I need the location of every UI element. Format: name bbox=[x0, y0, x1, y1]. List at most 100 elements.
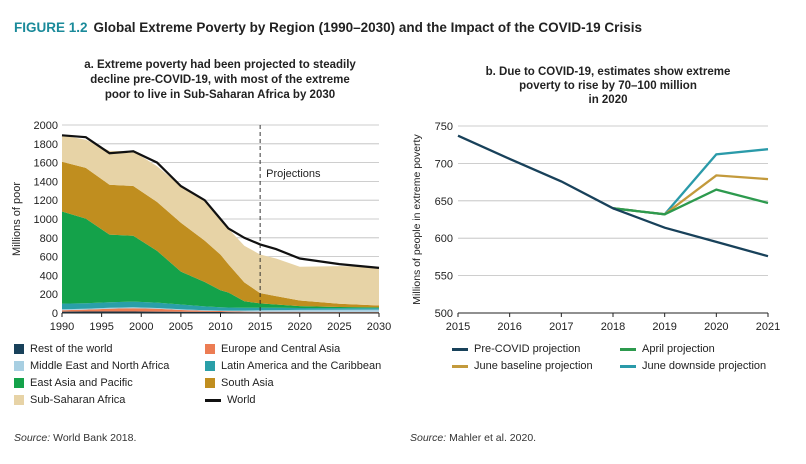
source-text: World Bank 2018. bbox=[53, 432, 137, 444]
source-label: Source: bbox=[14, 432, 51, 444]
legend-item-april: April projection bbox=[620, 343, 715, 355]
legend-item-world: World bbox=[205, 394, 256, 406]
legend-label: East Asia and Pacific bbox=[30, 377, 133, 389]
legend-swatch bbox=[14, 344, 24, 354]
source-text: Mahler et al. 2020. bbox=[449, 432, 537, 444]
legend-swatch bbox=[14, 395, 24, 405]
legend-label: South Asia bbox=[221, 377, 274, 389]
figure-title: FIGURE 1.2 Global Extreme Poverty by Regi… bbox=[14, 20, 642, 35]
legend-label: April projection bbox=[642, 343, 715, 355]
series-line-april bbox=[612, 188, 769, 216]
y-tick-label-a: 1800 bbox=[34, 139, 58, 151]
x-tick-label-a: 2005 bbox=[169, 321, 193, 333]
legend-item-latin_america: Latin America and the Caribbean bbox=[205, 360, 381, 372]
legend-swatch bbox=[205, 378, 215, 388]
series-line-june_downside bbox=[612, 148, 769, 216]
series-line-june_baseline bbox=[612, 174, 769, 216]
y-tick-label-b: 600 bbox=[435, 233, 453, 245]
x-tick-label-a: 2000 bbox=[129, 321, 153, 333]
chart-title-b-line: poverty to rise by 70–100 million bbox=[519, 80, 697, 92]
y-tick-label-a: 1400 bbox=[34, 176, 58, 188]
y-axis-label-b: Millions of people in extreme poverty bbox=[411, 134, 423, 305]
legend-item-sub_saharan_africa: Sub-Saharan Africa bbox=[14, 394, 125, 406]
legend-item-rest_of_world: Rest of the world bbox=[14, 343, 113, 355]
y-tick-label-a: 600 bbox=[40, 252, 58, 264]
y-tick-label-a: 400 bbox=[40, 270, 58, 282]
x-tick-label-a: 1990 bbox=[50, 321, 74, 333]
legend-label: June downside projection bbox=[642, 360, 767, 372]
x-tick-label-b: 2018 bbox=[601, 321, 625, 333]
legend-panel-a: Rest of the world Europe and Central Asia… bbox=[14, 343, 404, 413]
legend-swatch bbox=[205, 361, 215, 371]
y-tick-label-a: 2000 bbox=[34, 120, 58, 132]
y-tick-label-a: 1200 bbox=[34, 195, 58, 207]
legend-item-south_asia: South Asia bbox=[205, 377, 274, 389]
legend-label: June baseline projection bbox=[474, 360, 593, 372]
legend-label: Europe and Central Asia bbox=[221, 343, 341, 355]
legend-line-swatch bbox=[620, 364, 636, 368]
figure-number: FIGURE 1.2 bbox=[14, 20, 88, 35]
legend-swatch bbox=[205, 344, 215, 354]
legend-swatch bbox=[14, 378, 24, 388]
series-line-pre_covid bbox=[457, 134, 769, 258]
figure-title-text: Global Extreme Poverty by Region (1990–2… bbox=[93, 20, 642, 35]
legend-item-east_asia_pacific: East Asia and Pacific bbox=[14, 377, 133, 389]
legend-label: Latin America and the Caribbean bbox=[221, 360, 382, 372]
y-axis-label-a: Millions of poor bbox=[11, 182, 23, 256]
x-tick-label-b: 2017 bbox=[549, 321, 573, 333]
x-tick-label-a: 2020 bbox=[288, 321, 312, 333]
chart-title-b-line: in 2020 bbox=[589, 94, 628, 106]
source-panel-a: Source: World Bank 2018. bbox=[14, 432, 136, 444]
legend-item-europe_central_asia: Europe and Central Asia bbox=[205, 343, 340, 355]
legend-line-swatch bbox=[452, 364, 468, 368]
area-east_asia_pacific bbox=[62, 211, 379, 309]
chart-title-b-line: b. Due to COVID-19, estimates show extre… bbox=[486, 66, 731, 78]
legend-item-pre_covid: Pre-COVID projection bbox=[452, 343, 580, 355]
annotation-projections: Projections bbox=[266, 168, 321, 180]
x-tick-label-a: 2015 bbox=[248, 321, 272, 333]
legend-item-mideast_north_africa: Middle East and North Africa bbox=[14, 360, 169, 372]
legend-panel-b: Pre-COVID projection April projection June… bbox=[452, 343, 802, 383]
legend-item-june_downside: June downside projection bbox=[620, 360, 766, 372]
x-tick-label-a: 2025 bbox=[327, 321, 351, 333]
area-latin_america bbox=[62, 301, 379, 311]
y-tick-label-b: 700 bbox=[435, 158, 453, 170]
y-tick-label-b: 750 bbox=[435, 121, 453, 133]
legend-swatch bbox=[14, 361, 24, 371]
chart-title-a-line: decline pre-COVID-19, with most of the e… bbox=[90, 74, 349, 86]
x-tick-label-b: 2015 bbox=[446, 321, 470, 333]
legend-line-swatch bbox=[452, 347, 468, 351]
legend-label: Sub-Saharan Africa bbox=[30, 394, 126, 406]
source-panel-b: Source: Mahler et al. 2020. bbox=[410, 432, 536, 444]
chart-title-a-line: poor to live in Sub-Saharan Africa by 20… bbox=[105, 89, 335, 101]
x-tick-label-b: 2020 bbox=[704, 321, 728, 333]
x-tick-label-a: 2030 bbox=[367, 321, 391, 333]
y-tick-label-a: 200 bbox=[40, 289, 58, 301]
y-tick-label-a: 1000 bbox=[34, 214, 58, 226]
x-tick-label-b: 2021 bbox=[756, 321, 780, 333]
y-tick-label-b: 650 bbox=[435, 196, 453, 208]
legend-label: World bbox=[227, 394, 256, 406]
series-line-world bbox=[61, 134, 380, 269]
legend-line-swatch bbox=[205, 398, 221, 402]
y-tick-label-b: 550 bbox=[435, 271, 453, 283]
y-tick-label-a: 0 bbox=[52, 308, 58, 320]
x-tick-label-b: 2019 bbox=[652, 321, 676, 333]
area-south_asia bbox=[62, 161, 379, 308]
x-tick-label-a: 2010 bbox=[208, 321, 232, 333]
x-tick-label-a: 1995 bbox=[89, 321, 113, 333]
x-tick-label-b: 2016 bbox=[497, 321, 521, 333]
legend-label: Rest of the world bbox=[30, 343, 113, 355]
source-label: Source: bbox=[410, 432, 447, 444]
legend-item-june_baseline: June baseline projection bbox=[452, 360, 593, 372]
y-tick-label-a: 800 bbox=[40, 233, 58, 245]
legend-line-swatch bbox=[620, 347, 636, 351]
y-tick-label-a: 1600 bbox=[34, 158, 58, 170]
legend-label: Pre-COVID projection bbox=[474, 343, 581, 355]
chart-title-a-line: a. Extreme poverty had been projected to… bbox=[84, 59, 356, 71]
y-tick-label-b: 500 bbox=[435, 308, 453, 320]
legend-label: Middle East and North Africa bbox=[30, 360, 170, 372]
area-mideast_north_africa bbox=[62, 307, 379, 312]
area-europe_central_asia bbox=[62, 308, 379, 313]
